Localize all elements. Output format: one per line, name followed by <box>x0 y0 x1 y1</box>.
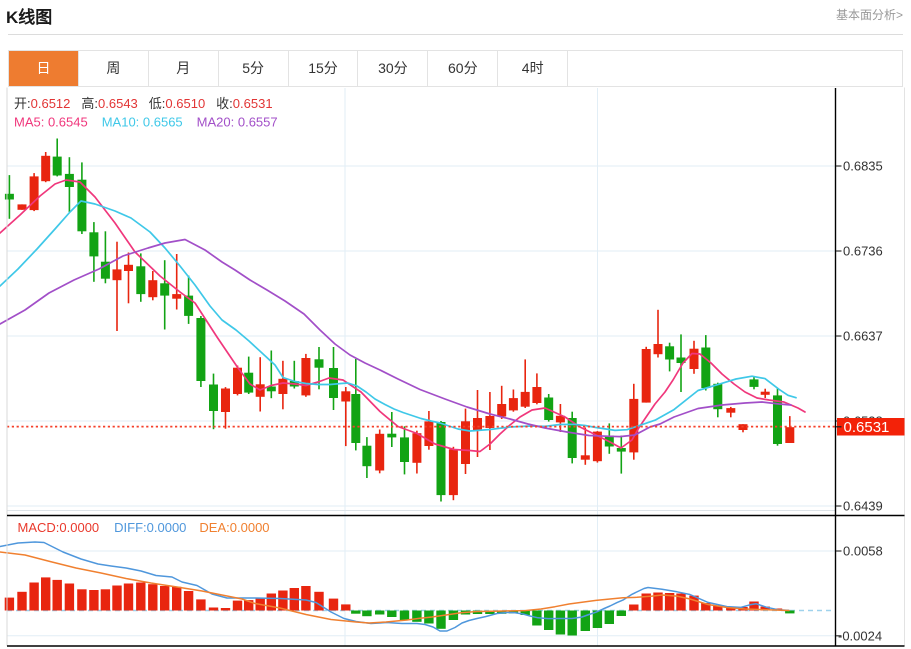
svg-text:0.6531: 0.6531 <box>844 419 890 436</box>
svg-text:0.6736: 0.6736 <box>843 244 883 259</box>
svg-text:0.0058: 0.0058 <box>843 544 883 559</box>
svg-text:0.6439: 0.6439 <box>843 499 883 514</box>
svg-text:0.6835: 0.6835 <box>843 159 883 174</box>
svg-text:0.6637: 0.6637 <box>843 329 883 344</box>
svg-text:-0.0024: -0.0024 <box>838 628 882 643</box>
